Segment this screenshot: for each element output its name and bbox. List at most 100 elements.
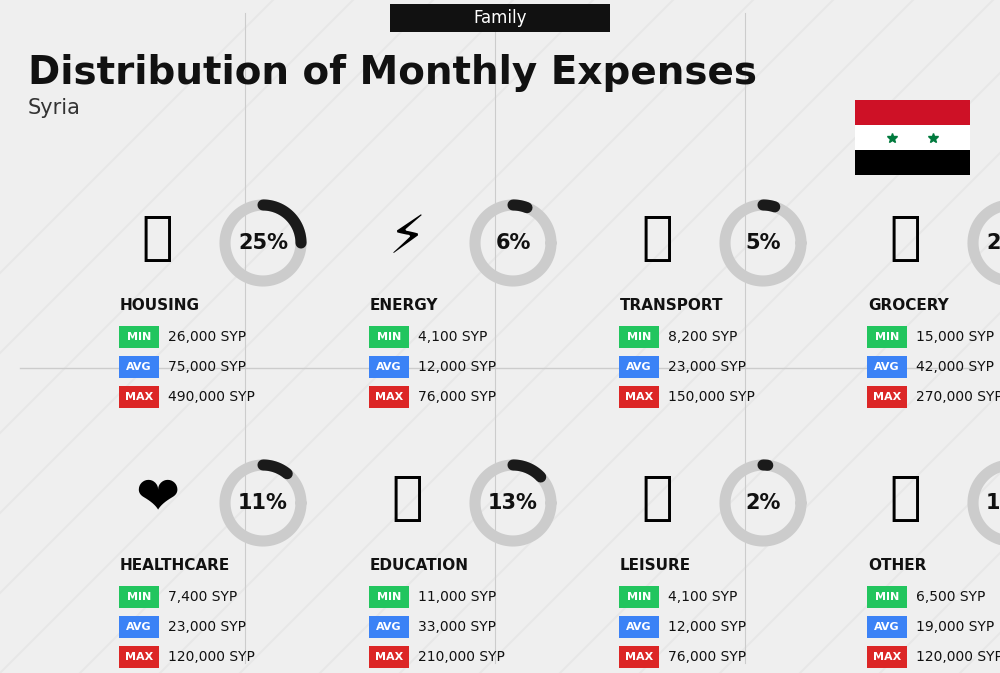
FancyBboxPatch shape	[369, 616, 409, 638]
Text: 6%: 6%	[495, 233, 531, 253]
Text: 23,000 SYP: 23,000 SYP	[168, 620, 246, 634]
Text: 76,000 SYP: 76,000 SYP	[668, 650, 746, 664]
FancyBboxPatch shape	[867, 646, 907, 668]
Text: 76,000 SYP: 76,000 SYP	[418, 390, 496, 404]
Text: 75,000 SYP: 75,000 SYP	[168, 360, 246, 374]
FancyBboxPatch shape	[867, 356, 907, 378]
FancyBboxPatch shape	[369, 326, 409, 348]
Text: 🏙: 🏙	[141, 212, 173, 264]
Text: AVG: AVG	[126, 362, 152, 372]
FancyBboxPatch shape	[119, 646, 159, 668]
FancyBboxPatch shape	[855, 125, 970, 150]
Text: 150,000 SYP: 150,000 SYP	[668, 390, 755, 404]
Text: 15,000 SYP: 15,000 SYP	[916, 330, 994, 344]
Text: 19,000 SYP: 19,000 SYP	[916, 620, 994, 634]
Text: 210,000 SYP: 210,000 SYP	[418, 650, 505, 664]
Text: Family: Family	[473, 9, 527, 27]
Text: 5%: 5%	[745, 233, 781, 253]
Text: ⚡: ⚡	[388, 212, 426, 264]
Text: 120,000 SYP: 120,000 SYP	[916, 650, 1000, 664]
FancyBboxPatch shape	[867, 586, 907, 608]
Text: 13%: 13%	[488, 493, 538, 513]
Text: 42,000 SYP: 42,000 SYP	[916, 360, 994, 374]
Text: 7,400 SYP: 7,400 SYP	[168, 590, 237, 604]
Text: ENERGY: ENERGY	[370, 297, 438, 312]
Text: MIN: MIN	[377, 592, 401, 602]
Text: HEALTHCARE: HEALTHCARE	[120, 557, 230, 573]
Text: AVG: AVG	[126, 622, 152, 632]
Text: 12,000 SYP: 12,000 SYP	[668, 620, 746, 634]
Text: 💰: 💰	[889, 472, 921, 524]
FancyBboxPatch shape	[619, 586, 659, 608]
Text: MAX: MAX	[125, 392, 153, 402]
Text: 26,000 SYP: 26,000 SYP	[168, 330, 246, 344]
Text: Syria: Syria	[28, 98, 81, 118]
Text: LEISURE: LEISURE	[620, 557, 691, 573]
FancyBboxPatch shape	[619, 616, 659, 638]
Text: MAX: MAX	[375, 392, 403, 402]
Text: 120,000 SYP: 120,000 SYP	[168, 650, 255, 664]
Text: 4,100 SYP: 4,100 SYP	[668, 590, 737, 604]
FancyBboxPatch shape	[619, 326, 659, 348]
Text: MIN: MIN	[627, 332, 651, 342]
Text: 33,000 SYP: 33,000 SYP	[418, 620, 496, 634]
Text: 25%: 25%	[238, 233, 288, 253]
FancyBboxPatch shape	[369, 586, 409, 608]
Text: 8,200 SYP: 8,200 SYP	[668, 330, 737, 344]
FancyBboxPatch shape	[369, 386, 409, 408]
Text: 23,000 SYP: 23,000 SYP	[668, 360, 746, 374]
Text: MAX: MAX	[625, 652, 653, 662]
FancyBboxPatch shape	[867, 326, 907, 348]
FancyBboxPatch shape	[867, 386, 907, 408]
Text: AVG: AVG	[874, 622, 900, 632]
FancyBboxPatch shape	[390, 4, 610, 32]
Text: MAX: MAX	[873, 392, 901, 402]
FancyBboxPatch shape	[619, 646, 659, 668]
FancyBboxPatch shape	[867, 616, 907, 638]
Text: 21%: 21%	[986, 233, 1000, 253]
Text: MAX: MAX	[375, 652, 403, 662]
Text: 11%: 11%	[238, 493, 288, 513]
Text: MAX: MAX	[125, 652, 153, 662]
Text: ❤: ❤	[135, 472, 179, 524]
FancyBboxPatch shape	[619, 386, 659, 408]
Text: 490,000 SYP: 490,000 SYP	[168, 390, 255, 404]
Text: 2%: 2%	[745, 493, 781, 513]
Text: 🛍: 🛍	[641, 472, 673, 524]
Text: MIN: MIN	[127, 332, 151, 342]
FancyBboxPatch shape	[855, 150, 970, 175]
FancyBboxPatch shape	[369, 356, 409, 378]
Text: MIN: MIN	[875, 332, 899, 342]
Text: 16%: 16%	[986, 493, 1000, 513]
FancyBboxPatch shape	[855, 100, 970, 125]
Text: HOUSING: HOUSING	[120, 297, 200, 312]
FancyBboxPatch shape	[119, 386, 159, 408]
FancyBboxPatch shape	[119, 616, 159, 638]
Text: MIN: MIN	[127, 592, 151, 602]
Text: 11,000 SYP: 11,000 SYP	[418, 590, 496, 604]
Text: MIN: MIN	[377, 332, 401, 342]
Text: MIN: MIN	[875, 592, 899, 602]
Text: MAX: MAX	[873, 652, 901, 662]
Text: AVG: AVG	[376, 362, 402, 372]
Text: 270,000 SYP: 270,000 SYP	[916, 390, 1000, 404]
Text: TRANSPORT: TRANSPORT	[620, 297, 724, 312]
Text: OTHER: OTHER	[868, 557, 926, 573]
Text: AVG: AVG	[626, 622, 652, 632]
FancyBboxPatch shape	[119, 356, 159, 378]
Text: 4,100 SYP: 4,100 SYP	[418, 330, 487, 344]
FancyBboxPatch shape	[369, 646, 409, 668]
Text: 6,500 SYP: 6,500 SYP	[916, 590, 985, 604]
Text: 🎓: 🎓	[391, 472, 423, 524]
FancyBboxPatch shape	[619, 356, 659, 378]
Text: 12,000 SYP: 12,000 SYP	[418, 360, 496, 374]
Text: Distribution of Monthly Expenses: Distribution of Monthly Expenses	[28, 54, 757, 92]
Text: 🚌: 🚌	[641, 212, 673, 264]
Text: AVG: AVG	[626, 362, 652, 372]
Text: AVG: AVG	[874, 362, 900, 372]
Text: 🛍: 🛍	[889, 212, 921, 264]
Text: EDUCATION: EDUCATION	[370, 557, 469, 573]
FancyBboxPatch shape	[119, 586, 159, 608]
Text: AVG: AVG	[376, 622, 402, 632]
Text: GROCERY: GROCERY	[868, 297, 949, 312]
